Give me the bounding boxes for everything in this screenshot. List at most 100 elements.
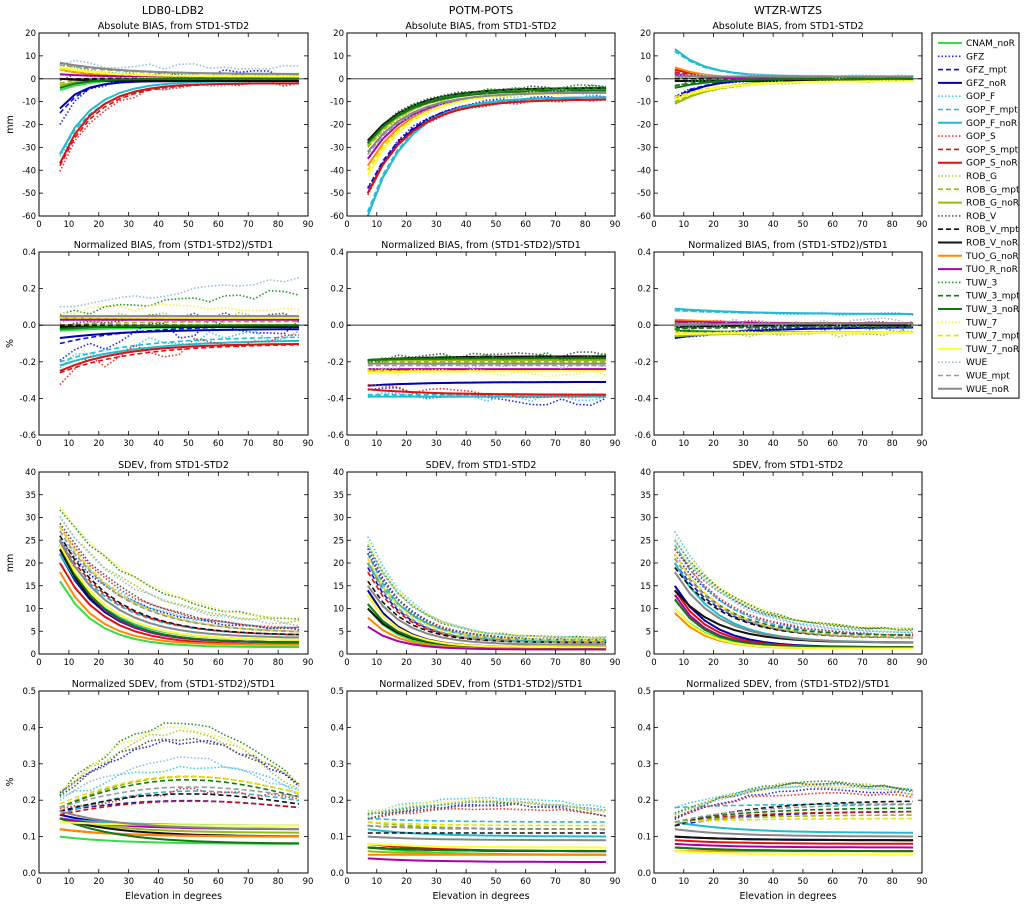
panel-title: Normalized SDEV, from (STD1-STD2)/STD1 <box>686 679 890 690</box>
x-tick-label: 30 <box>123 439 134 449</box>
panel-title: Normalized SDEV, from (STD1-STD2)/STD1 <box>72 679 276 690</box>
x-tick-label: 60 <box>827 220 838 230</box>
y-tick-label: -0.6 <box>327 431 344 441</box>
legend-label: TUW_3 <box>965 278 997 288</box>
series-line-tuw-3-mpt <box>674 807 914 823</box>
x-tick-label: 60 <box>520 658 531 668</box>
y-tick-label: -20 <box>330 121 344 131</box>
legend-label: GFZ_mpt <box>966 66 1007 76</box>
series-line-gop-s-nor <box>59 82 299 164</box>
x-tick-label: 20 <box>93 439 104 449</box>
y-tick-label: 0 <box>646 75 651 85</box>
y-tick-label: 10 <box>333 605 344 615</box>
y-tick-label: -0.4 <box>19 394 36 404</box>
x-tick-label: 20 <box>708 439 719 449</box>
series-group <box>674 780 914 856</box>
legend-label: GOP_S_mpt <box>966 145 1019 155</box>
series-line-wue-mpt <box>59 786 300 809</box>
series-line-tuw-7-nor <box>367 370 607 374</box>
legend-label: TUO_G_noR <box>965 252 1019 262</box>
y-tick-label: 0 <box>339 75 344 85</box>
x-tick-label: 40 <box>768 220 779 230</box>
y-tick-label: 0.2 <box>330 796 344 806</box>
series-line-wue-nor <box>59 61 300 75</box>
series-line-gop-f-mpt <box>367 817 607 823</box>
panel-title: SDEV, from STD1-STD2 <box>426 460 537 471</box>
x-tick-label: 80 <box>580 439 591 449</box>
y-tick-label: 0.0 <box>22 869 36 879</box>
legend-label: GOP_F <box>966 92 995 102</box>
x-tick-label: 40 <box>461 877 472 887</box>
series-line-rob-v <box>367 802 607 820</box>
series-line-tuw-3 <box>59 722 300 796</box>
legend-label: TUW_3_noR <box>965 305 1019 315</box>
series-line-gop-f-mpt <box>59 336 300 363</box>
x-tick-label: 90 <box>610 439 621 449</box>
x-tick-label: 80 <box>273 220 284 230</box>
series-line-rob-v-mpt <box>59 793 300 812</box>
panel-title: Absolute BIAS, from STD1-STD2 <box>405 21 556 32</box>
y-tick-label: -60 <box>22 212 36 222</box>
legend-label: TUW_7_noR <box>965 345 1019 355</box>
y-tick-label: 15 <box>333 582 344 592</box>
axes-frame <box>653 32 923 217</box>
y-tick-label: 0.1 <box>22 833 36 843</box>
x-tick-label: 10 <box>63 877 74 887</box>
series-line-tuw-3-nor <box>367 846 607 853</box>
x-tick-label: 30 <box>123 220 134 230</box>
series-line-rob-v <box>59 522 300 630</box>
y-tick-label: 10 <box>333 52 344 62</box>
x-tick-label: 0 <box>651 439 656 449</box>
x-tick-label: 90 <box>917 658 928 668</box>
column-titles: LDB0-LDB2 POTM-POTS WTZR-WTZS <box>142 4 822 17</box>
y-tick-label: -0.4 <box>634 394 651 404</box>
y-axis-label: % <box>5 339 16 348</box>
x-tick-label: 70 <box>550 877 561 887</box>
y-tick-label: -20 <box>22 121 36 131</box>
x-tick-label: 80 <box>273 877 284 887</box>
x-tick-label: 40 <box>461 439 472 449</box>
x-tick-label: 90 <box>917 220 928 230</box>
panel-title: Normalized BIAS, from (STD1-STD2)/STD1 <box>74 240 274 251</box>
y-tick-label: 0.5 <box>330 687 344 697</box>
y-tick-label: 0.4 <box>637 248 651 258</box>
series-group <box>59 59 300 172</box>
series-line-wue-mpt <box>674 803 914 823</box>
series-group <box>367 351 607 407</box>
series-group <box>59 722 300 845</box>
x-tick-label: 60 <box>827 439 838 449</box>
y-tick-label: -50 <box>330 189 344 199</box>
series-line-wue-mpt <box>674 558 914 639</box>
series-line-tuw-3-mpt <box>367 87 607 144</box>
x-tick-label: 70 <box>550 658 561 668</box>
series-line-tuw-3-nor <box>674 77 914 89</box>
series-line-gop-s <box>367 552 607 642</box>
x-tick-label: 90 <box>917 877 928 887</box>
y-tick-label: 30 <box>25 514 36 524</box>
x-tick-label: 70 <box>857 658 868 668</box>
series-line-tuw-3-nor <box>674 598 914 649</box>
y-tick-label: -10 <box>22 98 36 108</box>
series-line-rob-v <box>674 548 914 631</box>
series-line-gop-f-nor <box>59 80 299 155</box>
y-tick-label: -0.4 <box>327 394 344 404</box>
y-tick-label: 40 <box>25 468 36 478</box>
panel-r3-c2: Normalized SDEV, from (STD1-STD2)/STD1 0 1… <box>637 679 927 902</box>
x-tick-label: 80 <box>887 658 898 668</box>
column-title-wtzr: WTZR-WTZS <box>754 4 822 17</box>
series-line-gfz-mpt <box>674 810 914 827</box>
y-tick-label: -30 <box>637 143 651 153</box>
x-tick-label: 80 <box>580 877 591 887</box>
series-line-gop-f-mpt <box>674 544 914 636</box>
x-tick-label: 30 <box>431 658 442 668</box>
panel-r1-c1: Normalized BIAS, from (STD1-STD2)/STD1 0 1… <box>327 240 620 449</box>
x-tick-label: 90 <box>303 439 314 449</box>
legend-label: ROB_G_mpt <box>966 185 1020 195</box>
x-tick-label: 10 <box>678 220 689 230</box>
x-tick-label: 70 <box>243 439 254 449</box>
x-tick-label: 90 <box>303 877 314 887</box>
series-line-wue-nor <box>674 828 914 838</box>
x-tick-label: 60 <box>213 439 224 449</box>
series-line-wue-mpt <box>59 530 300 633</box>
y-tick-label: 0.3 <box>637 760 651 770</box>
